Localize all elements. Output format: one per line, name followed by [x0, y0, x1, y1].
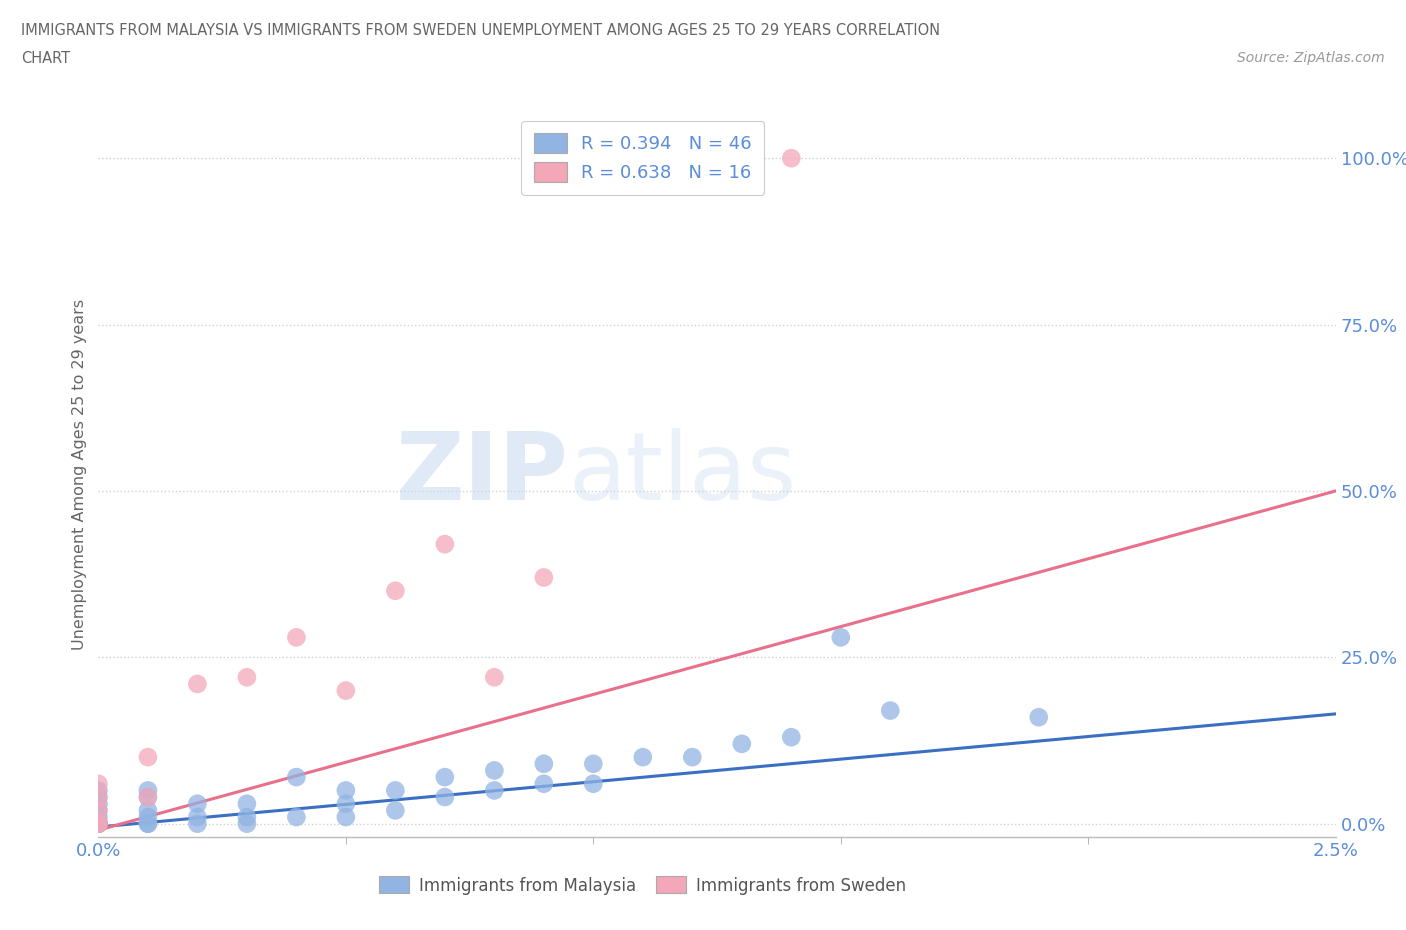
Point: [631, 750, 654, 764]
Point: [879, 703, 901, 718]
Point: [186, 796, 208, 811]
Point: [533, 777, 555, 791]
Point: [236, 817, 259, 831]
Point: [484, 763, 506, 777]
Point: [433, 537, 456, 551]
Point: [87, 817, 110, 831]
Point: [236, 796, 259, 811]
Point: [780, 151, 803, 166]
Point: [87, 803, 110, 817]
Point: [136, 817, 159, 831]
Point: [285, 810, 308, 825]
Point: [335, 810, 357, 825]
Point: [681, 750, 703, 764]
Point: [582, 756, 605, 771]
Point: [87, 817, 110, 831]
Point: [335, 796, 357, 811]
Point: [582, 777, 605, 791]
Text: atlas: atlas: [568, 429, 797, 520]
Point: [186, 817, 208, 831]
Point: [87, 796, 110, 811]
Point: [87, 817, 110, 831]
Point: [533, 756, 555, 771]
Point: [87, 803, 110, 817]
Point: [87, 817, 110, 831]
Text: CHART: CHART: [21, 51, 70, 66]
Point: [87, 817, 110, 831]
Point: [433, 790, 456, 804]
Point: [484, 783, 506, 798]
Y-axis label: Unemployment Among Ages 25 to 29 years: Unemployment Among Ages 25 to 29 years: [72, 299, 87, 650]
Point: [533, 570, 555, 585]
Point: [186, 676, 208, 691]
Point: [335, 684, 357, 698]
Point: [136, 790, 159, 804]
Text: ZIP: ZIP: [395, 429, 568, 520]
Point: [87, 790, 110, 804]
Point: [136, 783, 159, 798]
Point: [731, 737, 754, 751]
Point: [136, 790, 159, 804]
Point: [87, 783, 110, 798]
Point: [236, 670, 259, 684]
Point: [285, 630, 308, 644]
Point: [484, 670, 506, 684]
Text: Source: ZipAtlas.com: Source: ZipAtlas.com: [1237, 51, 1385, 65]
Point: [384, 583, 406, 598]
Point: [87, 817, 110, 831]
Point: [87, 810, 110, 825]
Point: [87, 817, 110, 831]
Point: [384, 783, 406, 798]
Point: [335, 783, 357, 798]
Point: [433, 770, 456, 785]
Point: [136, 810, 159, 825]
Point: [136, 817, 159, 831]
Point: [780, 730, 803, 745]
Point: [186, 810, 208, 825]
Point: [1028, 710, 1050, 724]
Point: [87, 790, 110, 804]
Legend: Immigrants from Malaysia, Immigrants from Sweden: Immigrants from Malaysia, Immigrants fro…: [373, 870, 912, 901]
Point: [136, 750, 159, 764]
Point: [236, 810, 259, 825]
Point: [384, 803, 406, 817]
Point: [87, 817, 110, 831]
Point: [830, 630, 852, 644]
Point: [87, 777, 110, 791]
Text: IMMIGRANTS FROM MALAYSIA VS IMMIGRANTS FROM SWEDEN UNEMPLOYMENT AMONG AGES 25 TO: IMMIGRANTS FROM MALAYSIA VS IMMIGRANTS F…: [21, 23, 941, 38]
Point: [87, 817, 110, 831]
Point: [136, 803, 159, 817]
Point: [285, 770, 308, 785]
